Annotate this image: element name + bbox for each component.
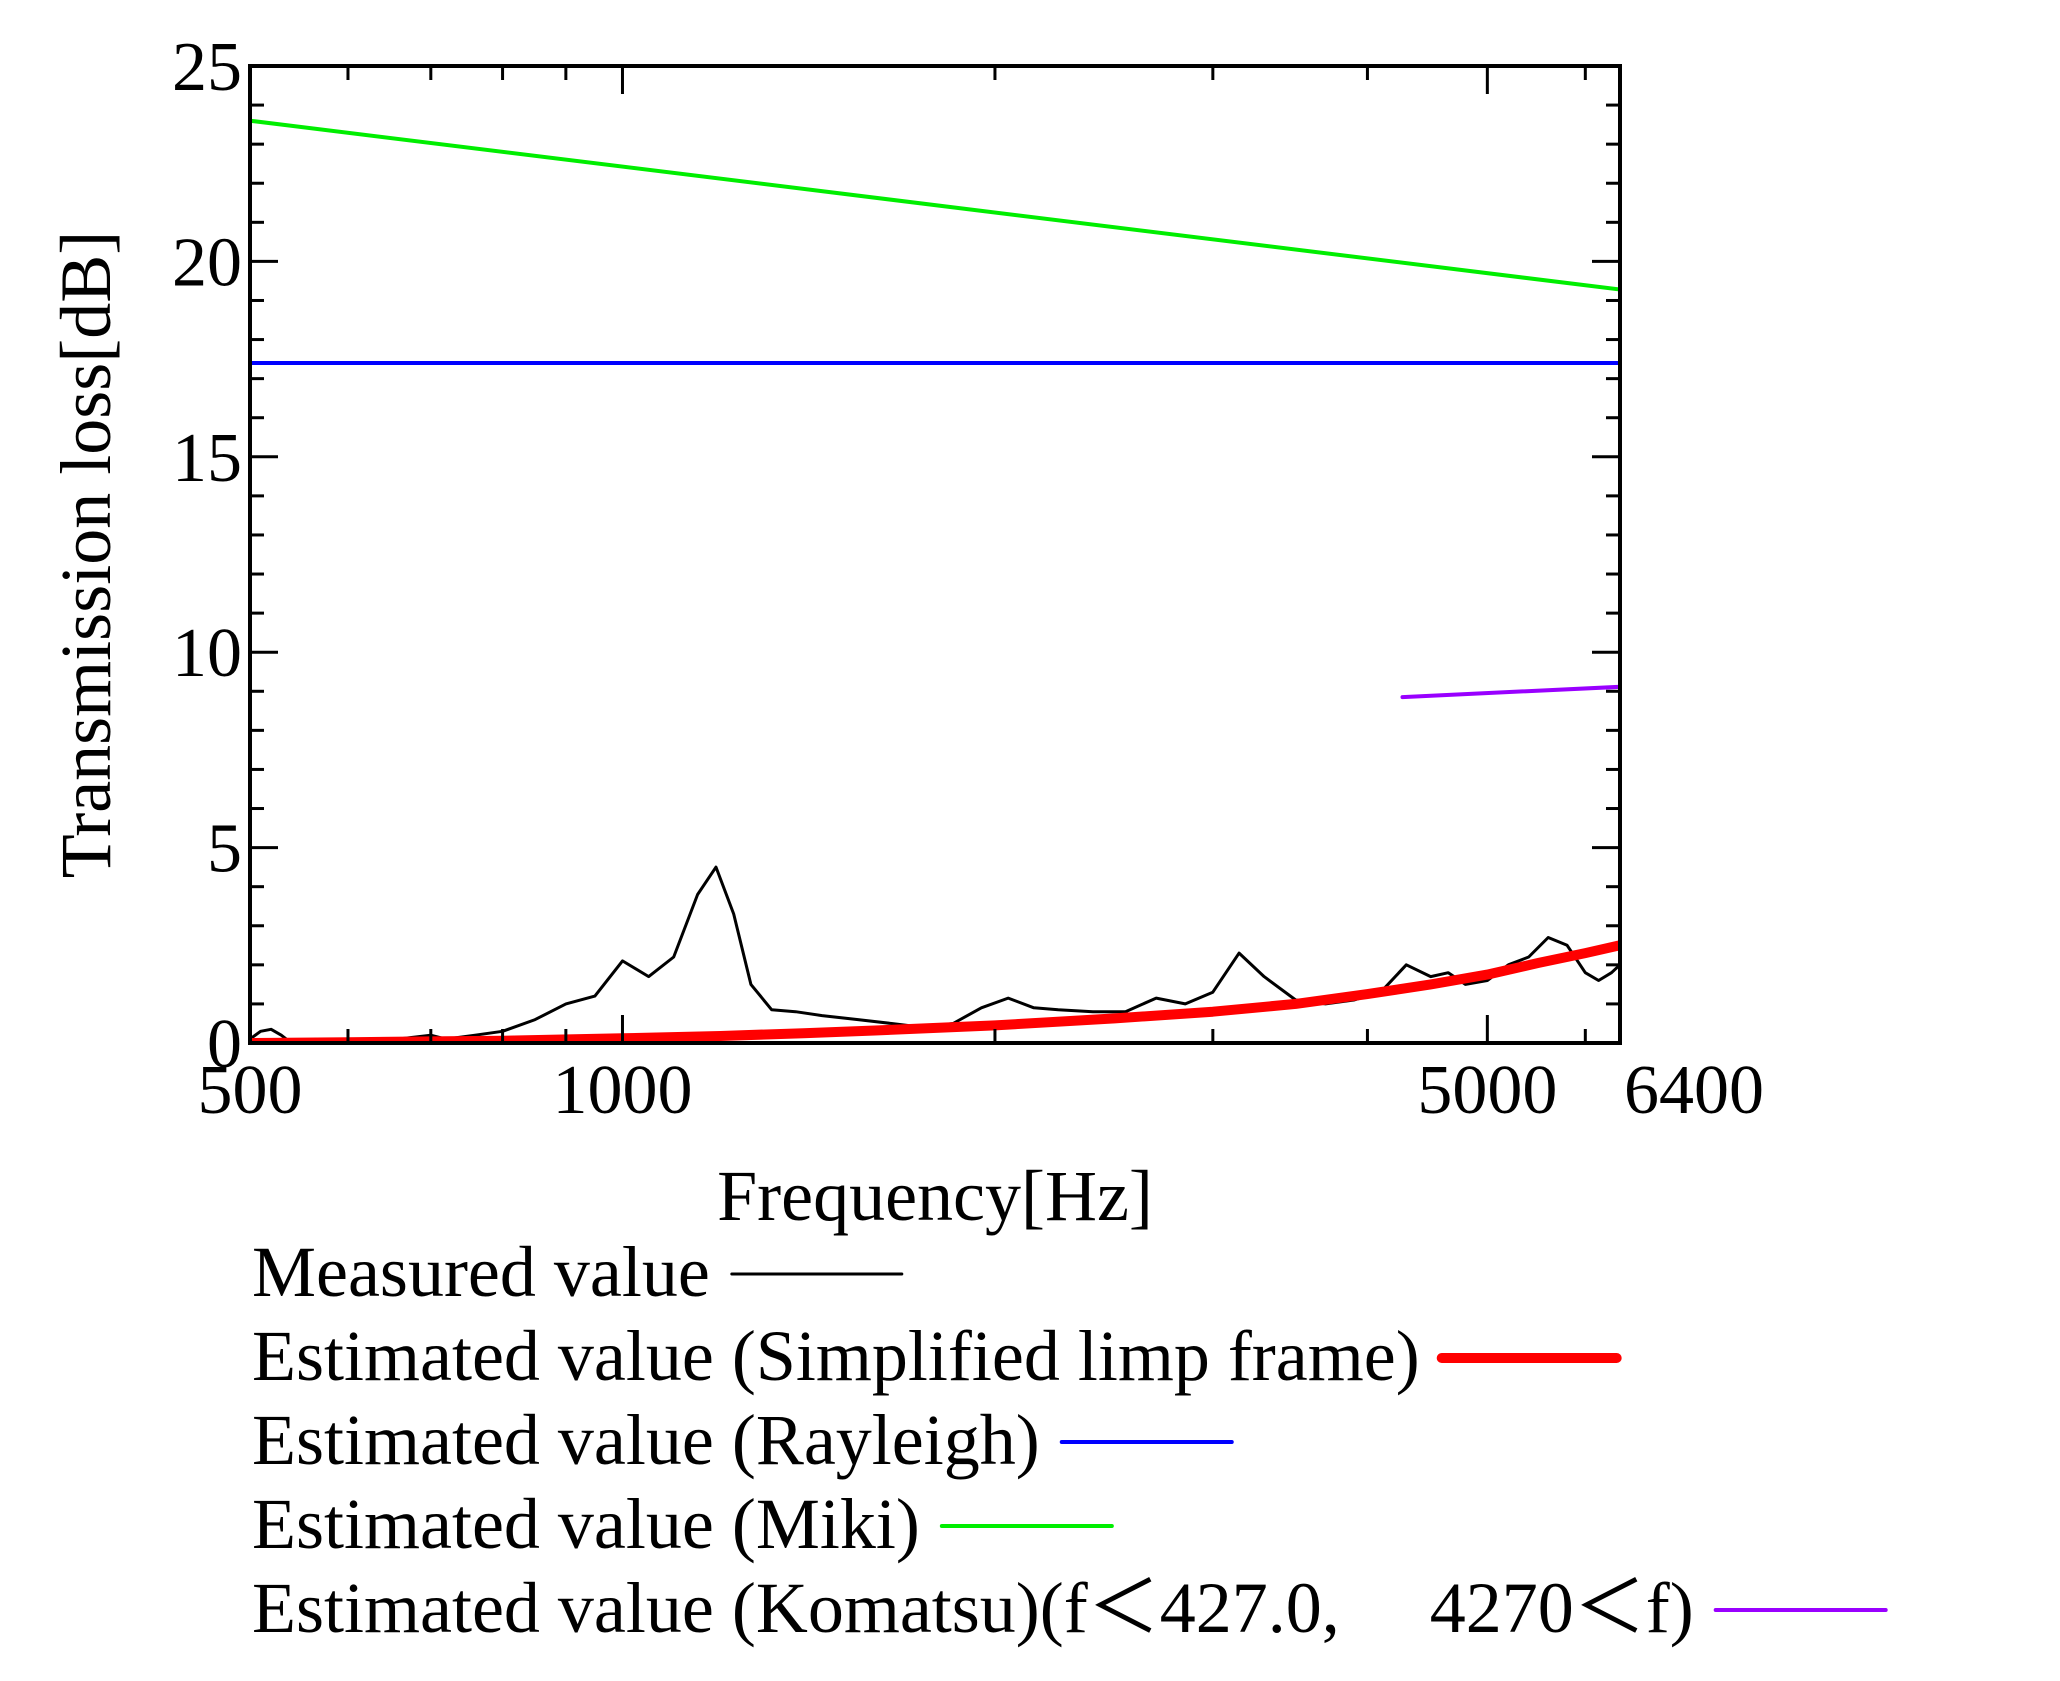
legend-label: Measured value xyxy=(252,1232,710,1312)
y-tick-label: 15 xyxy=(172,420,242,497)
legend-label: Estimated value (Simplified limp frame) xyxy=(252,1316,1420,1396)
series-line-3 xyxy=(250,118,1620,292)
x-tick-label: 6400 xyxy=(1624,1052,1764,1129)
plot-area xyxy=(250,118,1620,1043)
y-tick-label: 5 xyxy=(207,811,242,888)
series-line-0 xyxy=(250,865,1620,1043)
legend-label: Estimated value (Miki) xyxy=(252,1484,920,1564)
plot-frame xyxy=(248,64,1622,1045)
x-axis-title: Frequency[Hz] xyxy=(717,1156,1153,1236)
y-tick-label: 0 xyxy=(207,1006,242,1083)
legend-label: Estimated value (Komatsu)(f＜427.0, 4270＜… xyxy=(252,1568,1694,1648)
tick-labels: 0 5 10 15 20 25 500 1000 5000 6400 xyxy=(172,29,1764,1129)
y-tick-label: 10 xyxy=(172,615,242,692)
series-line-1 xyxy=(250,940,1620,1043)
series-line-4 xyxy=(1400,684,1620,700)
x-tick-label: 500 xyxy=(198,1052,303,1129)
y-axis-title: Transmission loss[dB] xyxy=(46,231,126,878)
y-tick-label: 20 xyxy=(172,224,242,301)
x-tick-label: 5000 xyxy=(1417,1052,1557,1129)
y-tick-label: 25 xyxy=(172,29,242,106)
x-tick-label: 1000 xyxy=(552,1052,692,1129)
ticks xyxy=(248,64,1620,1045)
legend-label: Estimated value (Rayleigh) xyxy=(252,1400,1040,1480)
